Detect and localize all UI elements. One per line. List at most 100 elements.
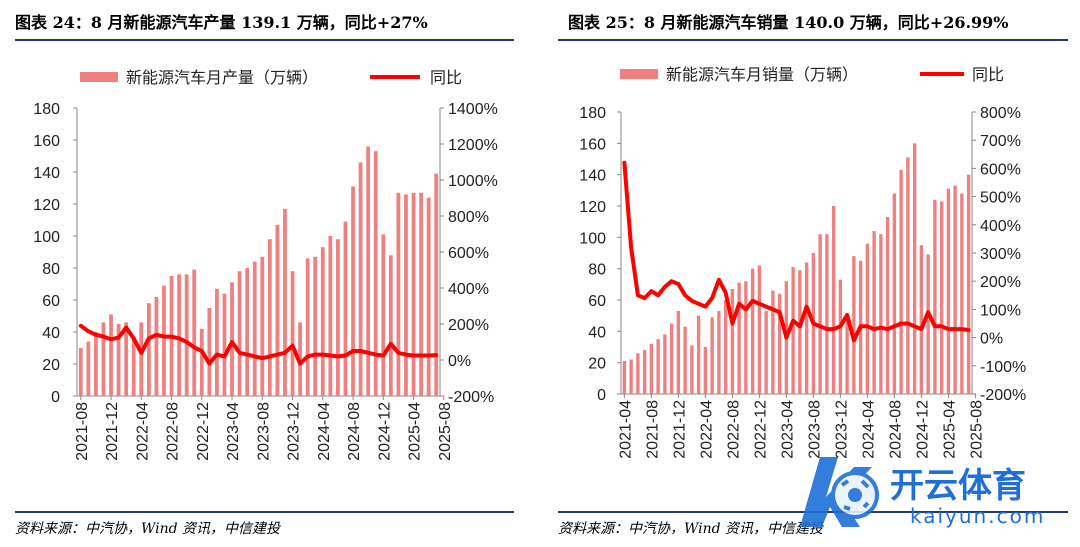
- x-tick-label: 2024-04: [316, 402, 333, 461]
- bar-43: [404, 194, 408, 396]
- bar-43: [912, 143, 917, 394]
- bar-31: [831, 206, 836, 394]
- bar-40: [892, 193, 897, 394]
- watermark: 开云体育 kaiyun.com: [800, 457, 1043, 528]
- chart-title-left: 图表 24：8 月新能源汽车产量 139.1 万辆，同比+27%: [15, 13, 428, 32]
- x-tick-label: 2021-04: [617, 400, 634, 459]
- x-tick-label: 2025-08: [968, 400, 985, 459]
- right-tick-label: 500%: [980, 190, 1021, 207]
- right-tick-label: 600%: [980, 161, 1021, 178]
- bar-21: [764, 310, 768, 394]
- bar-48: [946, 188, 951, 394]
- bar-9: [146, 303, 151, 396]
- x-tick-label: 2022-08: [725, 400, 742, 459]
- bar-49: [953, 185, 957, 394]
- legend-bar-swatch: [620, 69, 658, 79]
- bar-46: [933, 199, 937, 394]
- left-tick-label: 160: [33, 133, 60, 150]
- legend-bar-label: 新能源汽车月产量（万辆）: [126, 69, 318, 87]
- left-tick-label: 0: [597, 387, 606, 404]
- bar-5: [116, 324, 121, 396]
- x-tick-label: 2021-12: [671, 400, 688, 459]
- bar-6: [124, 322, 129, 396]
- title-divider-left: [15, 39, 514, 41]
- bar-15: [192, 269, 197, 396]
- bar-50: [960, 193, 964, 394]
- bar-40: [381, 234, 386, 396]
- bar-51: [966, 174, 971, 394]
- left-tick-label: 20: [42, 357, 60, 374]
- bar-2: [94, 332, 98, 396]
- yoy-line: [622, 160, 971, 343]
- bar-34: [336, 239, 340, 396]
- bar-16: [199, 328, 204, 396]
- right-tick-label: 0%: [448, 353, 471, 370]
- bar-25: [267, 239, 272, 396]
- bar-18: [215, 288, 219, 396]
- right-tick-label: 200%: [448, 317, 489, 334]
- bar-42: [906, 157, 910, 394]
- x-tick-label: 2024-08: [346, 402, 363, 461]
- x-tick-label: 2023-04: [225, 402, 242, 461]
- bar-36: [865, 243, 870, 394]
- bar-20: [757, 265, 762, 394]
- bar-42: [396, 192, 401, 396]
- bar-7: [131, 338, 136, 396]
- right-tick-label: 800%: [980, 105, 1021, 122]
- bar-14: [717, 310, 721, 394]
- production-chart: 新能源汽车月产量（万辆） 同比 0 20 40 60 80 100 120 140 160 180 -2…: [33, 69, 498, 461]
- bar-38: [879, 234, 883, 394]
- right-tick-label: -200%: [448, 389, 494, 406]
- x-tick-label: 2024-04: [860, 400, 877, 459]
- bar-45: [419, 192, 423, 396]
- left-tick-label: 160: [579, 136, 606, 153]
- bar-11: [162, 285, 166, 396]
- right-tick-label: 400%: [448, 281, 489, 298]
- chart-source-left: 资料来源：中汽协，Wind 资讯，中信建投: [15, 521, 281, 537]
- bar-30: [825, 234, 829, 394]
- legend-bar-swatch: [80, 72, 118, 82]
- title-divider-right: [558, 39, 1068, 41]
- bar-11: [696, 315, 701, 394]
- left-tick-label: 180: [579, 105, 606, 122]
- x-tick-label: 2023-12: [286, 402, 303, 461]
- right-tick-label: 100%: [980, 302, 1021, 319]
- bar-10: [154, 296, 159, 396]
- right-tick-label: -100%: [980, 359, 1026, 376]
- bar-0: [622, 361, 627, 394]
- left-tick-label: 100: [33, 229, 60, 246]
- bar-18: [744, 281, 748, 394]
- bar-4: [109, 314, 113, 396]
- right-tick-label: -200%: [980, 387, 1026, 404]
- x-tick-label: 2022-12: [195, 402, 212, 461]
- bar-39: [885, 216, 890, 394]
- right-tick-label: 200%: [980, 274, 1021, 291]
- bar-6: [663, 334, 667, 394]
- bar-17: [207, 308, 212, 396]
- bar-37: [358, 162, 363, 396]
- x-tick-label: 2025-08: [437, 402, 454, 461]
- legend-bar-label: 新能源汽车月销量（万辆）: [666, 66, 858, 84]
- left-tick-label: 40: [42, 325, 60, 342]
- bar-19: [222, 293, 227, 396]
- bar-13: [177, 274, 181, 396]
- bar-17: [737, 282, 741, 394]
- bar-22: [245, 268, 250, 396]
- sales-chart: 新能源汽车月销量（万辆） 同比 0 20 40 60 80 100 120 140 160 180 -2…: [579, 66, 1026, 459]
- left-tick-label: 60: [588, 293, 606, 310]
- bar-32: [320, 247, 325, 396]
- right-tick-label: 600%: [448, 245, 489, 262]
- right-tick-label: 700%: [980, 133, 1021, 150]
- bar-34: [852, 256, 856, 394]
- x-tick-label: 2025-04: [407, 402, 424, 461]
- watermark-logo: [800, 457, 879, 527]
- source-divider-left: [15, 511, 514, 513]
- bar-36: [351, 186, 355, 396]
- x-tick-label: 2023-04: [779, 400, 796, 459]
- bar-16: [730, 289, 735, 394]
- bar-20: [230, 282, 234, 396]
- bar-9: [683, 326, 687, 394]
- bar-39: [373, 151, 378, 396]
- chart-title-right: 图表 25：8 月新能源汽车销量 140.0 万辆，同比+26.99%: [568, 13, 1009, 32]
- left-tick-label: 180: [33, 101, 60, 118]
